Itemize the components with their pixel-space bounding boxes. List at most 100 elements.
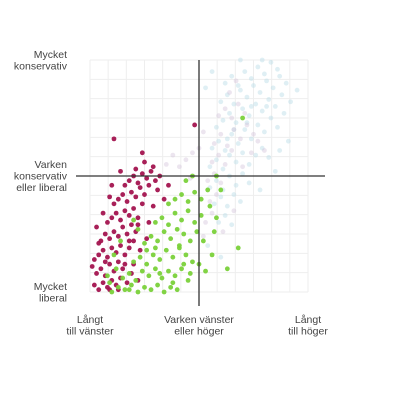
data-point (240, 150, 246, 156)
data-point (113, 266, 119, 272)
data-point (118, 243, 123, 249)
data-point (216, 152, 222, 158)
data-point (192, 189, 198, 195)
data-point (139, 171, 145, 177)
data-point (224, 92, 230, 98)
crosshair-axes (76, 60, 325, 306)
data-point (150, 252, 156, 258)
data-point (218, 99, 224, 105)
data-point (172, 196, 178, 202)
data-point (96, 240, 102, 246)
data-point (229, 131, 235, 137)
data-point (185, 208, 191, 214)
data-point (181, 231, 187, 237)
data-point (100, 210, 106, 216)
data-point (235, 83, 241, 88)
data-point (172, 210, 178, 216)
data-point (170, 152, 176, 158)
data-point (139, 150, 145, 156)
data-point (257, 187, 263, 193)
data-point (122, 182, 128, 188)
data-point (257, 90, 263, 95)
data-point (107, 261, 113, 267)
data-point (242, 110, 248, 116)
data-point (211, 141, 217, 146)
data-point (159, 215, 165, 221)
data-point (214, 178, 219, 184)
data-point (203, 220, 208, 225)
data-point (187, 238, 193, 244)
data-point (192, 122, 198, 128)
data-point (126, 178, 132, 184)
data-point (231, 208, 237, 214)
data-point (139, 268, 145, 274)
data-point (153, 178, 158, 184)
data-point (157, 271, 163, 276)
data-point (183, 157, 189, 163)
x-tick-label-line: Långt (295, 314, 321, 326)
data-point (126, 271, 132, 276)
data-point (209, 210, 215, 216)
data-point (194, 229, 200, 235)
data-point (253, 101, 259, 107)
data-point (166, 182, 171, 188)
data-point (120, 224, 126, 230)
data-point (231, 127, 237, 132)
data-point (231, 101, 237, 107)
data-point (283, 80, 289, 86)
data-point (96, 287, 102, 293)
data-point (89, 264, 95, 269)
data-point (163, 247, 169, 253)
data-point (240, 106, 246, 112)
data-point (294, 87, 300, 93)
data-point (133, 278, 139, 283)
data-point (233, 78, 239, 84)
data-point (120, 266, 126, 272)
x-tick-label-line: Långt (77, 314, 103, 326)
data-point (144, 236, 150, 242)
data-point (238, 136, 243, 142)
data-point (246, 180, 252, 186)
data-point (251, 131, 256, 137)
data-point (218, 187, 224, 193)
data-point (105, 220, 110, 225)
data-point (200, 238, 206, 244)
data-point (240, 115, 246, 121)
data-point (235, 101, 241, 107)
data-point (135, 289, 141, 295)
data-point (203, 268, 208, 274)
data-point (118, 217, 123, 223)
data-point (262, 148, 267, 153)
data-point (131, 238, 137, 244)
data-point (124, 199, 130, 204)
data-point (248, 76, 254, 81)
data-point (248, 104, 254, 109)
data-point (209, 252, 215, 258)
data-point (137, 247, 143, 253)
data-point (259, 108, 265, 114)
data-point (268, 115, 274, 121)
data-point (174, 287, 180, 293)
data-point (96, 252, 102, 258)
data-point (227, 152, 232, 158)
data-point (183, 252, 189, 258)
y-tick-labels: MycketkonservativVarkenkonservativeller … (14, 49, 68, 305)
data-point (233, 182, 239, 188)
data-point (129, 282, 134, 288)
data-point (126, 238, 132, 244)
data-point (244, 122, 250, 128)
data-point (142, 192, 147, 197)
data-point (174, 226, 180, 232)
data-point (275, 124, 280, 130)
data-point (144, 175, 150, 181)
data-point (176, 164, 182, 170)
data-point (166, 201, 171, 207)
data-point (115, 233, 121, 239)
data-point (211, 201, 217, 207)
data-point (268, 59, 274, 65)
data-point (133, 166, 139, 172)
data-point (264, 78, 269, 84)
